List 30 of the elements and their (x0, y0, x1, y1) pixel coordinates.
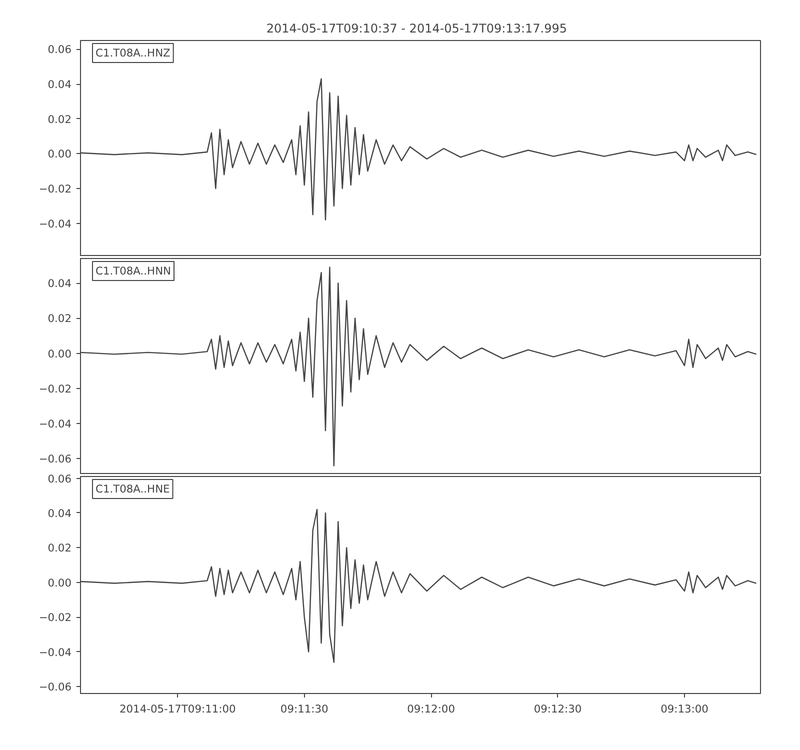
y-tick-label: 0.00 (48, 347, 72, 360)
x-tick-label: 09:13:00 (660, 702, 709, 716)
chart-title: 2014-05-17T09:10:37 - 2014-05-17T09:13:17.995 (266, 22, 567, 36)
y-tick-label: −0.04 (38, 646, 72, 659)
x-tick-label: 09:12:30 (534, 702, 582, 716)
annotation: C1.T08A..HNN (96, 264, 172, 278)
y-tick-label: −0.06 (38, 680, 72, 694)
y-tick-label: −0.04 (38, 418, 72, 431)
x-tick-label: 09:12:00 (407, 702, 456, 716)
y-tick-label: −0.06 (38, 452, 72, 466)
y-tick-label: 0.06 (48, 472, 72, 486)
y-tick-label: 0.04 (48, 506, 72, 520)
x-tick-label: 09:11:30 (280, 702, 329, 716)
y-tick-label: −0.02 (38, 382, 72, 396)
y-tick-label: −0.04 (38, 217, 72, 230)
x-tick-label: 2014-05-17T09:11:00 (119, 702, 236, 716)
y-tick-label: 0.00 (48, 148, 72, 161)
annotation: C1.T08A..HNE (96, 482, 170, 496)
y-tick-label: −0.02 (38, 611, 72, 624)
annotation: C1.T08A..HNZ (96, 46, 170, 60)
y-tick-label: 0.02 (48, 542, 72, 555)
line-series (80, 266, 757, 466)
y-tick-label: 0.04 (48, 78, 72, 92)
y-tick-label: −0.02 (38, 182, 72, 196)
y-tick-label: 0.04 (48, 277, 72, 290)
y-tick-label: 0.02 (48, 312, 72, 326)
y-tick-label: 0.06 (48, 43, 72, 56)
line-series (80, 508, 757, 663)
y-tick-label: 0.00 (48, 576, 72, 590)
y-tick-label: 0.02 (48, 112, 72, 126)
